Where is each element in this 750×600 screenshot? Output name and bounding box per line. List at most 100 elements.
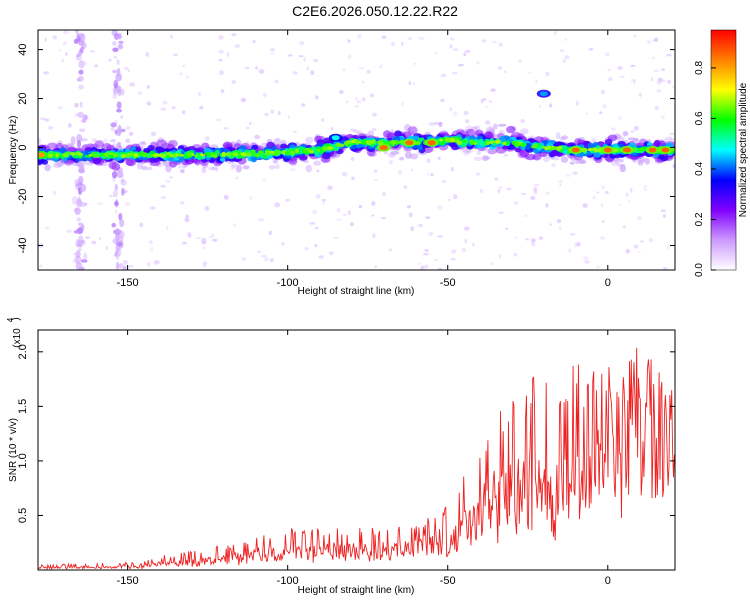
speckle-mark: [178, 165, 182, 169]
speckle-mark: [66, 229, 72, 233]
interference-mark: [112, 171, 118, 179]
y-tick-label: 40: [17, 43, 29, 55]
speckle-mark: [576, 241, 581, 247]
y-tick-label: 1.5: [17, 399, 29, 414]
speckle-mark: [562, 59, 566, 63]
interference-mark: [116, 101, 122, 109]
speckle-mark: [407, 36, 413, 41]
ridge-halo-mark: [493, 123, 498, 130]
speckle-mark: [617, 66, 623, 71]
ridge-mark: [487, 147, 498, 155]
ridge-mark: [506, 125, 516, 134]
x-tick-label: -50: [440, 277, 456, 289]
speckle-mark: [498, 211, 504, 214]
interference-mark: [80, 46, 84, 54]
hotspot-core: [571, 147, 580, 153]
speckle-mark: [602, 185, 605, 190]
speckle-mark: [565, 174, 572, 177]
hotspot-core: [331, 135, 340, 141]
speckle-mark: [401, 101, 404, 107]
speckle-mark: [233, 223, 236, 227]
interference-mark: [116, 59, 120, 66]
speckle-mark: [146, 101, 152, 106]
interference-mark: [76, 217, 82, 222]
speckle-mark: [464, 226, 470, 231]
speckle-mark: [424, 249, 429, 252]
speckle-mark: [355, 97, 358, 100]
speckle-mark: [179, 201, 185, 205]
ridge-halo-mark: [80, 160, 86, 167]
speckle-mark: [653, 69, 660, 73]
speckle-mark: [358, 204, 363, 209]
speckle-mark: [576, 101, 579, 107]
speckle-mark: [91, 240, 97, 245]
ridge-mark: [398, 140, 404, 144]
interference-mark: [116, 67, 121, 77]
ridge-halo-mark: [204, 136, 210, 141]
interference-mark: [79, 101, 83, 108]
speckle-mark: [648, 238, 654, 243]
ridge-mark: [125, 158, 135, 166]
hotspot-layer: [38, 89, 673, 159]
ridge-mark: [105, 154, 110, 158]
speckle-mark: [390, 41, 396, 47]
speckle-mark: [545, 203, 549, 208]
spectrogram-y-axis: -40 -20 0 20 40: [17, 43, 675, 253]
interference-mark: [75, 178, 83, 185]
ridge-mark: [345, 140, 351, 145]
speckle-mark: [568, 248, 572, 254]
ridge-halo-mark: [543, 156, 550, 162]
hotspot-core: [405, 140, 414, 146]
snr-line: [38, 347, 675, 570]
speckle-mark: [622, 225, 626, 229]
colorbar-tick-label: 0.6: [694, 111, 705, 125]
speckle-mark: [160, 196, 166, 199]
speckle-mark: [602, 220, 605, 223]
speckle-mark: [656, 80, 662, 86]
ridge-halo-mark: [665, 136, 673, 141]
interference-mark: [80, 259, 88, 263]
snr-x-axis: -150 -100 -50 0: [117, 330, 611, 587]
ridge-halo-mark: [617, 136, 625, 143]
speckle-mark: [527, 71, 532, 74]
speckle-mark: [299, 41, 305, 46]
speckle-mark: [331, 127, 333, 131]
ridge-mark: [338, 143, 345, 148]
speckle-mark: [371, 214, 375, 217]
speckle-mark: [67, 123, 72, 128]
speckle-mark: [490, 88, 496, 92]
hotspot-core: [427, 140, 436, 146]
ridge-mark: [41, 159, 49, 165]
speckle-mark: [520, 119, 526, 123]
speckle-mark: [199, 105, 204, 110]
speckle-mark: [293, 130, 297, 133]
speckle-mark: [437, 205, 443, 210]
ridge-halo-mark: [404, 151, 412, 159]
speckle-mark: [47, 125, 54, 130]
ridge-mark: [92, 158, 102, 165]
ridge-halo-mark: [242, 165, 250, 170]
interference-mark: [76, 227, 84, 235]
speckle-mark: [52, 35, 58, 40]
interference-mark: [112, 69, 117, 74]
ridge-halo-mark: [313, 160, 321, 166]
speckle-mark: [535, 79, 538, 84]
ridge-halo-mark: [644, 158, 650, 165]
speckle-mark: [452, 111, 458, 116]
speckle-mark: [660, 209, 666, 213]
speckle-mark: [428, 231, 434, 236]
speckle-mark: [105, 245, 109, 251]
speckle-mark: [65, 52, 68, 56]
speckle-mark: [382, 192, 386, 197]
ridge-mark: [48, 153, 54, 157]
speckle-mark: [381, 35, 387, 40]
speckle-mark: [263, 178, 266, 182]
speckle-mark: [145, 52, 149, 57]
interference-mark: [112, 47, 119, 53]
speckle-mark: [490, 262, 494, 266]
speckle-mark: [184, 217, 190, 223]
interference-mark: [116, 170, 124, 178]
speckle-mark: [463, 152, 470, 156]
speckle-mark: [480, 188, 483, 193]
ridge-mark: [78, 152, 84, 157]
